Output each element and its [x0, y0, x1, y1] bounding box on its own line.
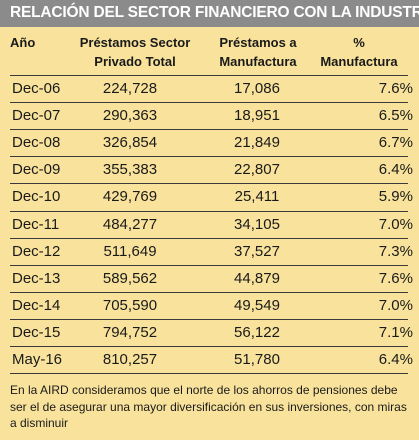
cell-pct: 7.3%	[378, 242, 413, 260]
cell-manufactura: 17,086	[234, 80, 280, 97]
cell-manufactura: 18,951	[234, 107, 280, 125]
header-manuf-line1: Préstamos a	[219, 35, 297, 50]
header-pct-line1: %	[353, 35, 365, 50]
cell-pct: 6.5%	[378, 107, 413, 125]
cell-total: 224,728	[102, 80, 158, 97]
row-divider	[10, 318, 408, 320]
cell-manufactura: 22,807	[234, 161, 280, 179]
cell-total: 326,854	[102, 134, 158, 152]
row-divider	[10, 102, 408, 104]
cell-manufactura: 37,527	[234, 242, 280, 260]
header-pct-line2: Manufactura	[320, 54, 398, 69]
cell-period: Dec-14	[12, 296, 61, 314]
row-divider	[10, 373, 408, 375]
header-year: Año	[10, 33, 60, 52]
cell-manufactura: 34,105	[234, 215, 280, 233]
row-divider	[10, 75, 408, 76]
row-divider	[10, 237, 408, 239]
cell-manufactura: 56,122	[234, 323, 280, 341]
row-divider	[10, 183, 408, 185]
cell-period: Dec-06	[12, 80, 61, 97]
cell-period: Dec-08	[12, 134, 61, 152]
cell-period: Dec-10	[12, 188, 61, 206]
cell-pct: 6.7%	[378, 134, 413, 152]
cell-pct: 5.9%	[378, 188, 413, 206]
header-manufacturing-loans: Préstamos a Manufactura	[208, 33, 308, 71]
row-divider	[10, 129, 408, 131]
cell-manufactura: 21,849	[234, 134, 280, 152]
cell-pct: 7.0%	[378, 296, 413, 314]
cell-total: 705,590	[102, 296, 158, 314]
cell-period: Dec-09	[12, 161, 61, 179]
header-manuf-line2: Manufactura	[219, 54, 297, 69]
title-bar: RELACIÓN DEL SECTOR FINANCIERO CON LA IN…	[0, 0, 419, 27]
row-divider	[10, 346, 408, 347]
cell-manufactura: 44,879	[234, 269, 280, 287]
cell-pct: 7.6%	[378, 80, 413, 97]
cell-period: May-16	[12, 351, 63, 368]
cell-pct: 6.4%	[378, 351, 413, 368]
table-title: RELACIÓN DEL SECTOR FINANCIERO CON LA IN…	[10, 4, 419, 21]
row-divider	[10, 264, 408, 266]
cell-pct: 6.4%	[378, 161, 413, 179]
cell-period: Dec-11	[12, 215, 60, 233]
footnote: En la AIRD consideramos que el norte de …	[10, 383, 407, 430]
cell-pct: 7.1%	[378, 323, 413, 341]
cell-total: 511,649	[103, 242, 157, 260]
header-total-line1: Préstamos Sector	[79, 35, 191, 50]
header-total-line2: Privado Total	[94, 54, 176, 69]
cell-pct: 7.0%	[378, 215, 413, 233]
cell-total: 355,383	[102, 161, 158, 179]
cell-period: Dec-15	[12, 323, 61, 341]
header-total-loans: Préstamos Sector Privado Total	[60, 33, 210, 71]
cell-period: Dec-13	[12, 269, 61, 287]
cell-total: 484,277	[102, 215, 158, 233]
cell-period: Dec-12	[12, 242, 61, 260]
header-manufacturing-pct: % Manufactura	[308, 33, 410, 71]
cell-total: 794,752	[102, 323, 158, 341]
cell-pct: 7.6%	[378, 269, 413, 287]
cell-total: 290,363	[102, 107, 158, 125]
cell-manufactura: 25,411	[234, 188, 280, 206]
cell-total: 589,562	[102, 269, 158, 287]
row-divider	[10, 291, 408, 293]
cell-total: 810,257	[102, 351, 158, 368]
cell-total: 429,769	[102, 188, 158, 206]
row-divider	[10, 156, 408, 158]
cell-manufactura: 49,549	[234, 296, 280, 314]
cell-period: Dec-07	[12, 107, 61, 125]
header-year-line1: Año	[10, 35, 36, 50]
cell-manufactura: 51,780	[234, 351, 280, 368]
row-divider	[10, 210, 408, 212]
